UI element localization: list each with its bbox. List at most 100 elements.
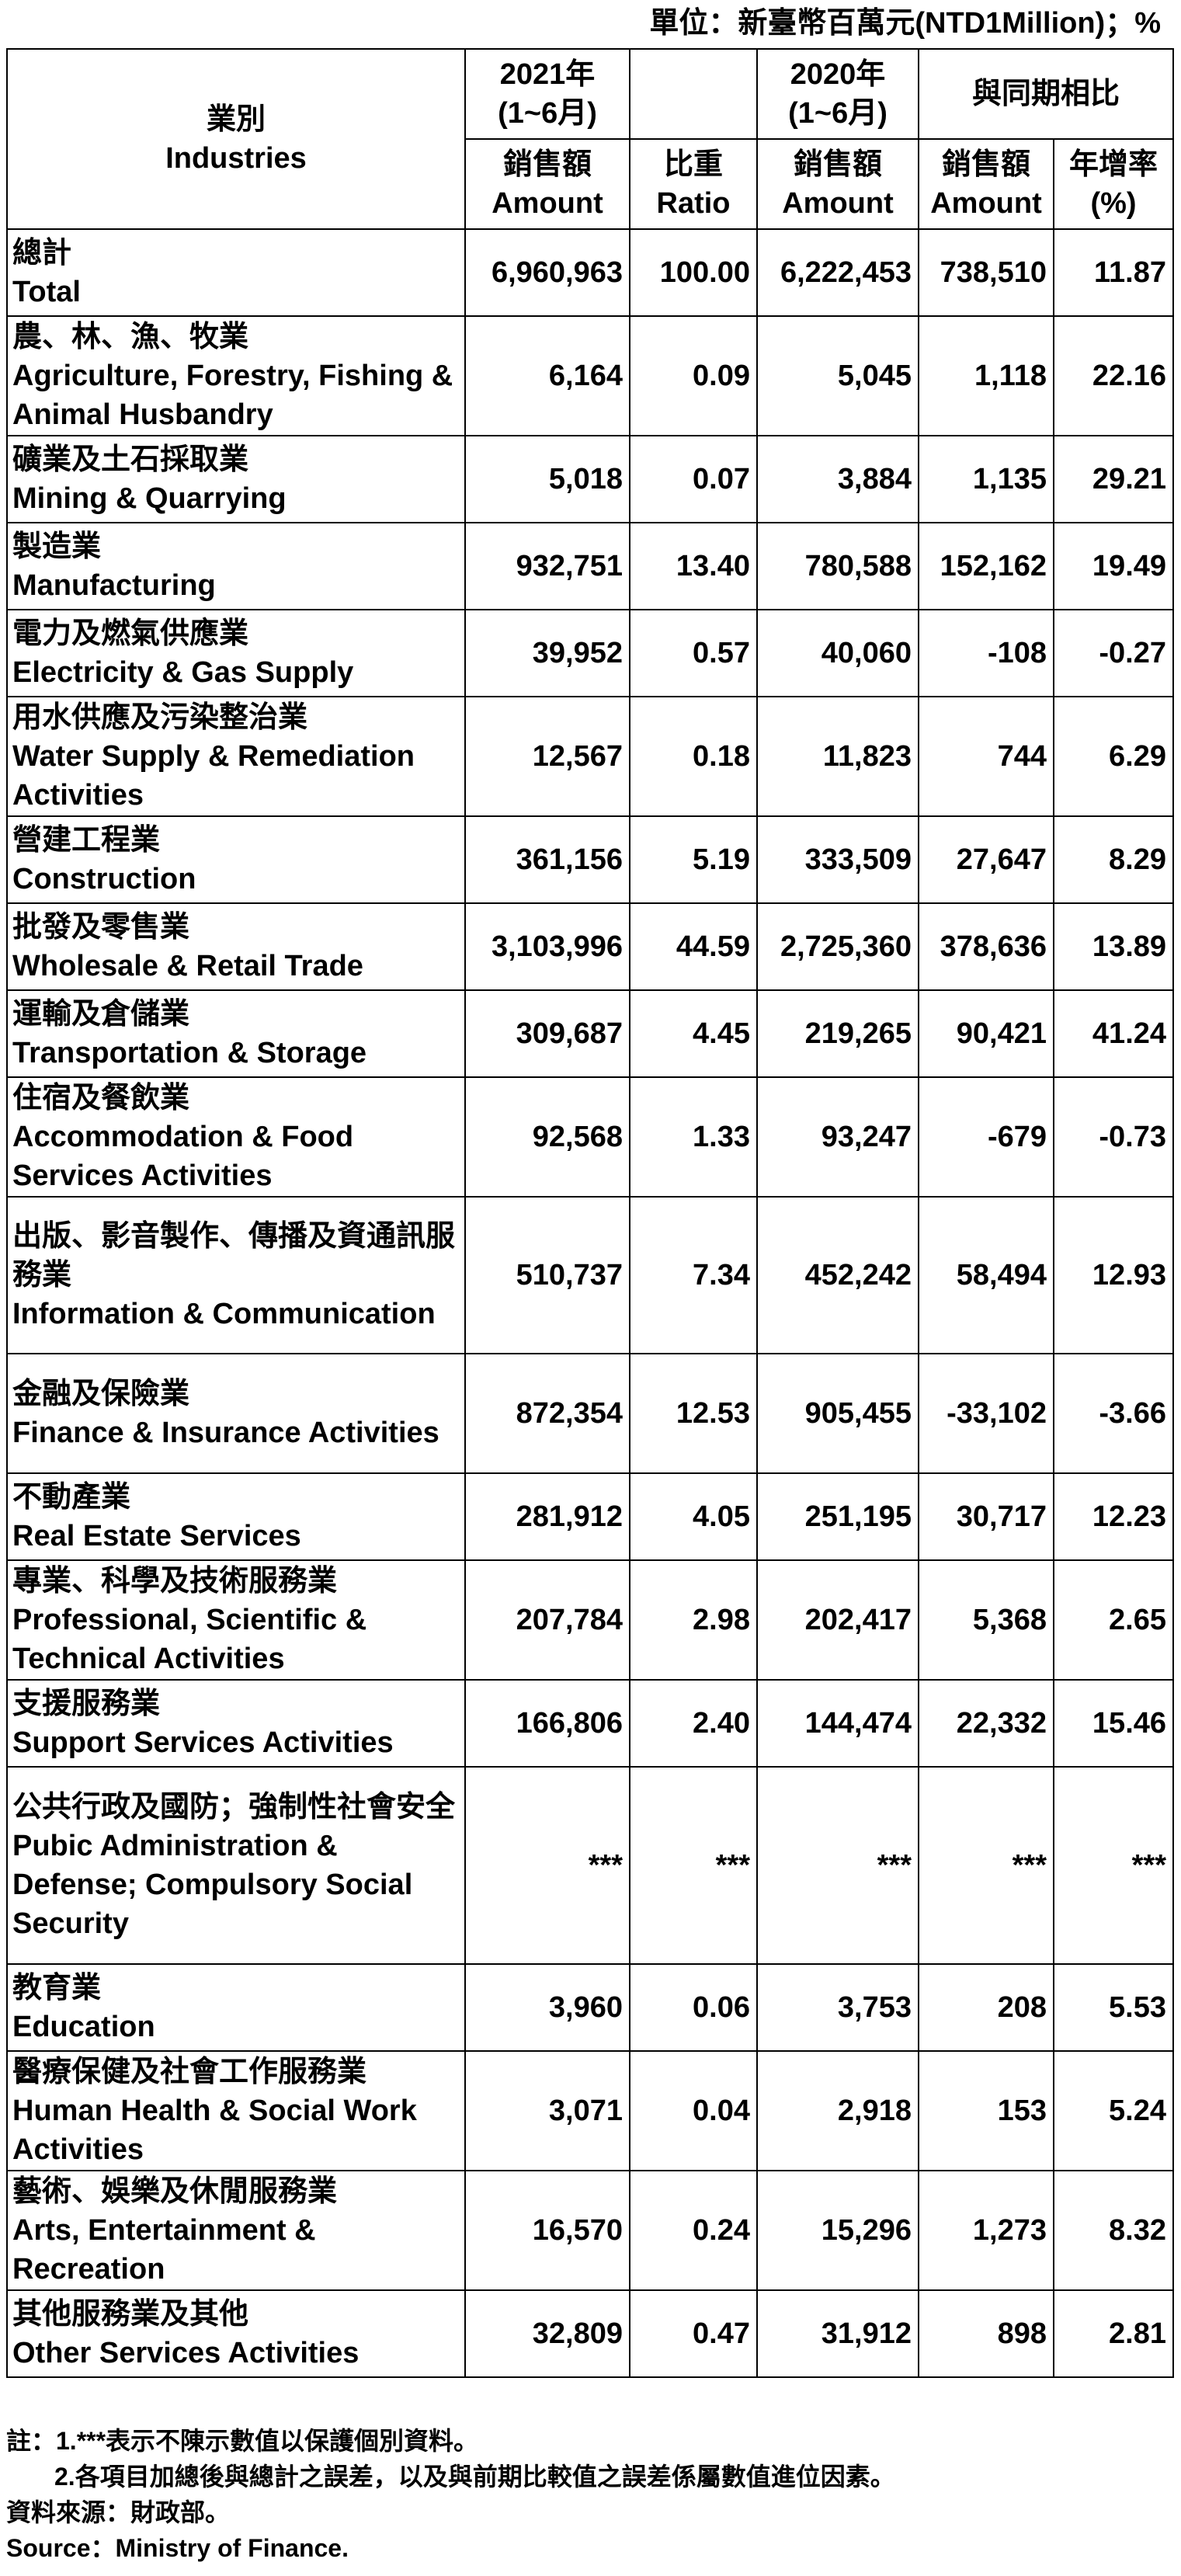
industry-name-zh: 教育業: [12, 1972, 102, 2004]
amt2020-cell: 780,588: [756, 522, 919, 610]
industry-name-en: Manufacturing: [12, 569, 216, 602]
amt2021-cell: 32,809: [464, 2289, 630, 2378]
industry-name-zh: 出版、影音製作、傳播及資通訊服務業: [12, 1220, 456, 1291]
amt2021-cell: 3,071: [464, 2050, 630, 2171]
industry-name-en: Pubic Administration & Defense; Compulso…: [12, 1830, 413, 1940]
industries-header: 業別 Industries: [6, 48, 466, 230]
ratio-cell: 0.18: [629, 696, 758, 817]
diff-cell: 1,135: [918, 435, 1054, 523]
industry-name-en: Wholesale & Retail Trade: [12, 950, 363, 982]
industry-name-en: Professional, Scientific & Technical Act…: [12, 1604, 367, 1675]
growth-cell: -0.27: [1052, 609, 1175, 697]
industry-name-zh: 公共行政及國防；強制性社會安全: [12, 1791, 456, 1823]
ratio-cell: 4.05: [629, 1472, 758, 1561]
amt2020-cell: 144,474: [756, 1679, 919, 1768]
year-2021-header: 2021年 (1~6月): [464, 48, 630, 140]
amt2020-cell: 15,296: [756, 2170, 919, 2291]
ratio-cell: 44.59: [629, 902, 758, 991]
amt2021-cell: 6,164: [464, 315, 630, 436]
amt2020-cell: 2,725,360: [756, 902, 919, 991]
table-row: 營建工程業 Construction 361,156 5.19 333,509 27,64…: [6, 815, 1175, 904]
diff-cell: -108: [918, 609, 1054, 697]
diff-cell: 378,636: [918, 902, 1054, 991]
table-row: 教育業 Education 3,960 0.06 3,753 208 5.53: [6, 1963, 1175, 2052]
industry-name-zh: 醫療保健及社會工作服務業: [12, 2056, 367, 2088]
amt2020-cell: 93,247: [756, 1076, 919, 1198]
amt2020-cell: 219,265: [756, 989, 919, 1078]
industry-name-zh: 金融及保險業: [12, 1378, 190, 1410]
diff-header: 銷售額 Amount: [918, 138, 1054, 230]
diff-cell: 208: [918, 1963, 1054, 2052]
ratio-cell: 7.34: [629, 1196, 758, 1354]
ratio-cell: 0.06: [629, 1963, 758, 2052]
header-row-1: 業別 Industries 2021年 (1~6月) 2020年 (1~6月) …: [6, 48, 1175, 230]
industry-cell: 營建工程業 Construction: [6, 815, 466, 904]
industries-header-zh: 業別: [206, 103, 266, 136]
amt2020-cell: 3,884: [756, 435, 919, 523]
growth-header: 年增率 (%): [1052, 138, 1175, 230]
ratio-cell: 1.33: [629, 1076, 758, 1198]
diff-cell: 30,717: [918, 1472, 1054, 1561]
industry-name-zh: 不動產業: [12, 1481, 131, 1514]
diff-cell: 22,332: [918, 1679, 1054, 1768]
ratio-cell: 12.53: [629, 1353, 758, 1474]
sales-2020-header: 銷售額 Amount: [756, 138, 919, 230]
diff-cell: 27,647: [918, 815, 1054, 904]
ratio-cell: 5.19: [629, 815, 758, 904]
industry-cell: 用水供應及污染整治業 Water Supply & Remediation Act…: [6, 696, 466, 817]
amt2021-cell: 166,806: [464, 1679, 630, 1768]
ratio-cell: 100.00: [629, 228, 758, 317]
industry-name-en: Information & Communication: [12, 1298, 436, 1330]
sales-table: 業別 Industries 2021年 (1~6月) 2020年 (1~6月) …: [6, 48, 1175, 2378]
diff-cell: -679: [918, 1076, 1054, 1198]
diff-cell: 738,510: [918, 228, 1054, 317]
amt2020-cell: 333,509: [756, 815, 919, 904]
amt2020-cell: 5,045: [756, 315, 919, 436]
amt2020-cell: 40,060: [756, 609, 919, 697]
industry-cell: 電力及燃氣供應業 Electricity & Gas Supply: [6, 609, 466, 697]
diff-cell: 5,368: [918, 1559, 1054, 1681]
year-2020-period: (1~6月): [788, 97, 887, 130]
diff-cell: 898: [918, 2289, 1054, 2378]
industry-cell: 其他服務業及其他 Other Services Activities: [6, 2289, 466, 2378]
table-row: 其他服務業及其他 Other Services Activities 32,809 0…: [6, 2289, 1175, 2378]
growth-cell: ***: [1052, 1766, 1175, 1965]
industry-name-en: Arts, Entertainment & Recreation: [12, 2214, 316, 2286]
table-row: 運輸及倉儲業 Transportation & Storage 309,687 4.4…: [6, 989, 1175, 1078]
industry-name-zh: 用水供應及污染整治業: [12, 701, 308, 734]
amt2021-cell: 281,912: [464, 1472, 630, 1561]
table-row: 農、林、漁、牧業 Agriculture, Forestry, Fishing &…: [6, 315, 1175, 436]
amt2021-cell: 3,103,996: [464, 902, 630, 991]
industry-name-en: Transportation & Storage: [12, 1037, 367, 1069]
industry-name-en: Water Supply & Remediation Activities: [12, 740, 415, 812]
industry-name-zh: 專業、科學及技術服務業: [12, 1565, 338, 1597]
compare-label: 與同期相比: [972, 78, 1120, 110]
growth-cell: 2.65: [1052, 1559, 1175, 1681]
ratio-cell: ***: [629, 1766, 758, 1965]
industry-cell: 醫療保健及社會工作服務業 Human Health & Social Work A…: [6, 2050, 466, 2171]
amt2020-cell: ***: [756, 1766, 919, 1965]
industry-name-en: Real Estate Services: [12, 1520, 301, 1552]
growth-cell: 41.24: [1052, 989, 1175, 1078]
industry-cell: 藝術、娛樂及休閒服務業 Arts, Entertainment & Recreat…: [6, 2170, 466, 2291]
growth-cell: 5.24: [1052, 2050, 1175, 2171]
ratio-cell: 0.09: [629, 315, 758, 436]
ratio-cell: 0.57: [629, 609, 758, 697]
table-row: 專業、科學及技術服務業 Professional, Scientific & Te…: [6, 1559, 1175, 1681]
growth-cell: -3.66: [1052, 1353, 1175, 1474]
industry-name-en: Support Services Activities: [12, 1726, 394, 1759]
growth-cell: 6.29: [1052, 696, 1175, 817]
industry-name-zh: 支援服務業: [12, 1688, 161, 1720]
ratio-cell: 0.04: [629, 2050, 758, 2171]
diff-cell: 90,421: [918, 989, 1054, 1078]
growth-cell: 13.89: [1052, 902, 1175, 991]
growth-cell: 29.21: [1052, 435, 1175, 523]
growth-cell: 5.53: [1052, 1963, 1175, 2052]
industry-cell: 支援服務業 Support Services Activities: [6, 1679, 466, 1768]
growth-cell: 8.29: [1052, 815, 1175, 904]
industry-name-en: Other Services Activities: [12, 2337, 360, 2369]
amt2020-cell: 452,242: [756, 1196, 919, 1354]
growth-cell: 22.16: [1052, 315, 1175, 436]
industry-cell: 農、林、漁、牧業 Agriculture, Forestry, Fishing &…: [6, 315, 466, 436]
amt2021-cell: 6,960,963: [464, 228, 630, 317]
